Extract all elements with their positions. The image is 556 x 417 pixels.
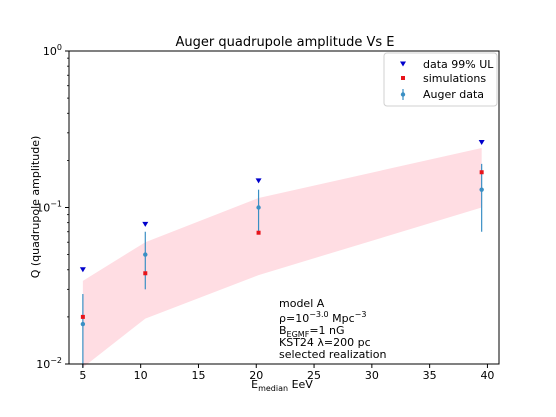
simulation-band [82, 147, 482, 368]
annotation-density-sup: −3.0 [309, 310, 328, 319]
annotation-density-a: ρ=10 [279, 312, 309, 325]
simulation-marker [80, 314, 85, 319]
x-axis-ticks: 5 10 15 20 25 30 35 40 [79, 364, 494, 382]
y-axis-label: Q (quadrupole amplitude) [29, 136, 42, 279]
auger-marker [80, 321, 86, 327]
legend-circle-marker [400, 92, 406, 97]
simulation-marker [256, 230, 261, 235]
annotation-density-sup2: −3 [355, 310, 367, 319]
legend-label-auger: Auger data [423, 88, 484, 101]
x-axis-label-sub: median [258, 384, 288, 393]
auger-marker [256, 205, 261, 210]
legend-label-ul: data 99% UL [423, 58, 494, 71]
annotation-density: ρ=10−3.0 Mpc−3 [279, 310, 366, 325]
annotation-field-a: B [279, 324, 287, 337]
legend-box [383, 52, 498, 107]
errorbar-group [82, 163, 483, 368]
legend-triangle-marker [400, 61, 406, 67]
auger-marker [479, 187, 484, 192]
annotation-model: model A [279, 297, 325, 310]
auger-marker [143, 252, 148, 257]
x-tick-label: 15 [191, 369, 205, 382]
x-tick-label: 5 [79, 369, 86, 382]
annotation-turbulence: KST24 λ=200 pc [279, 336, 371, 349]
y-axis-ticks: 10−2 10−1 100 [36, 43, 69, 371]
ul-marker [79, 267, 86, 273]
annotation-field: BEGMF=1 nG [279, 324, 345, 339]
ul-marker [478, 140, 485, 146]
x-tick-label: 30 [365, 369, 379, 382]
annotation-realization: selected realization [279, 348, 386, 361]
annotation-field-sub: EGMF [287, 330, 310, 339]
annotation-block: model A ρ=10−3.0 Mpc−3 BEGMF=1 nG KST24 … [279, 297, 386, 361]
x-tick-label: 35 [423, 369, 437, 382]
ul-marker [255, 178, 262, 184]
x-tick-label: 40 [480, 369, 494, 382]
x-tick-label: 20 [249, 369, 263, 382]
x-axis-label-rest: EeV [288, 378, 313, 391]
annotation-density-b: Mpc [329, 312, 355, 325]
x-tick-label: 25 [307, 369, 321, 382]
legend-label-simulations: simulations [423, 72, 486, 85]
x-axis-label: Emedian EeV [251, 378, 313, 393]
simulation-marker [479, 170, 484, 175]
y-tick-label: 100 [43, 43, 62, 58]
x-axis-label-main: E [251, 378, 258, 391]
annotation-field-b: =1 nG [309, 324, 344, 337]
x-tick-label: 10 [134, 369, 148, 382]
plot-area [79, 140, 485, 368]
marker-group [79, 140, 485, 327]
legend-square-marker [401, 76, 405, 80]
simulation-marker [143, 271, 148, 276]
y-tick-label: 10−1 [36, 200, 62, 215]
y-tick-label: 10−2 [36, 356, 62, 371]
chart-title: Auger quadrupole amplitude Vs E [176, 35, 395, 50]
ul-marker [142, 221, 149, 227]
legend: data 99% UL simulations Auger data [383, 52, 498, 107]
